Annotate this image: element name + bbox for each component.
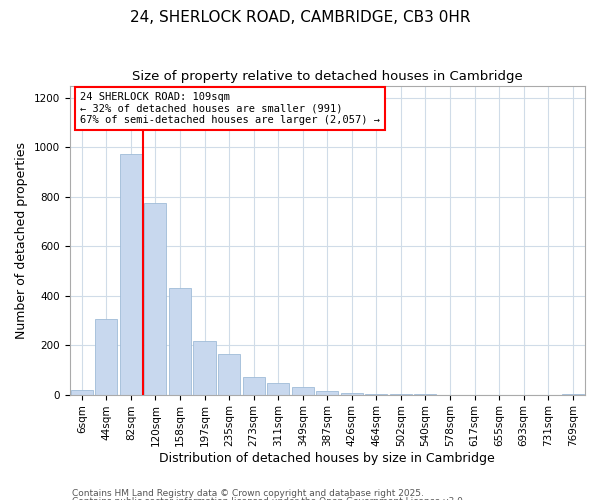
Text: Contains public sector information licensed under the Open Government Licence v3: Contains public sector information licen… <box>72 497 466 500</box>
Bar <box>267 384 289 394</box>
Bar <box>193 342 215 394</box>
Text: 24 SHERLOCK ROAD: 109sqm
← 32% of detached houses are smaller (991)
67% of semi-: 24 SHERLOCK ROAD: 109sqm ← 32% of detach… <box>80 92 380 125</box>
X-axis label: Distribution of detached houses by size in Cambridge: Distribution of detached houses by size … <box>160 452 495 465</box>
Bar <box>292 387 314 394</box>
Bar <box>341 392 363 394</box>
Title: Size of property relative to detached houses in Cambridge: Size of property relative to detached ho… <box>132 70 523 83</box>
Bar <box>71 390 93 394</box>
Bar <box>120 154 142 394</box>
Bar <box>95 318 118 394</box>
Bar <box>242 378 265 394</box>
Bar <box>316 391 338 394</box>
Text: 24, SHERLOCK ROAD, CAMBRIDGE, CB3 0HR: 24, SHERLOCK ROAD, CAMBRIDGE, CB3 0HR <box>130 10 470 25</box>
Text: Contains HM Land Registry data © Crown copyright and database right 2025.: Contains HM Land Registry data © Crown c… <box>72 488 424 498</box>
Bar <box>145 203 166 394</box>
Bar <box>169 288 191 395</box>
Bar <box>218 354 240 395</box>
Y-axis label: Number of detached properties: Number of detached properties <box>15 142 28 338</box>
